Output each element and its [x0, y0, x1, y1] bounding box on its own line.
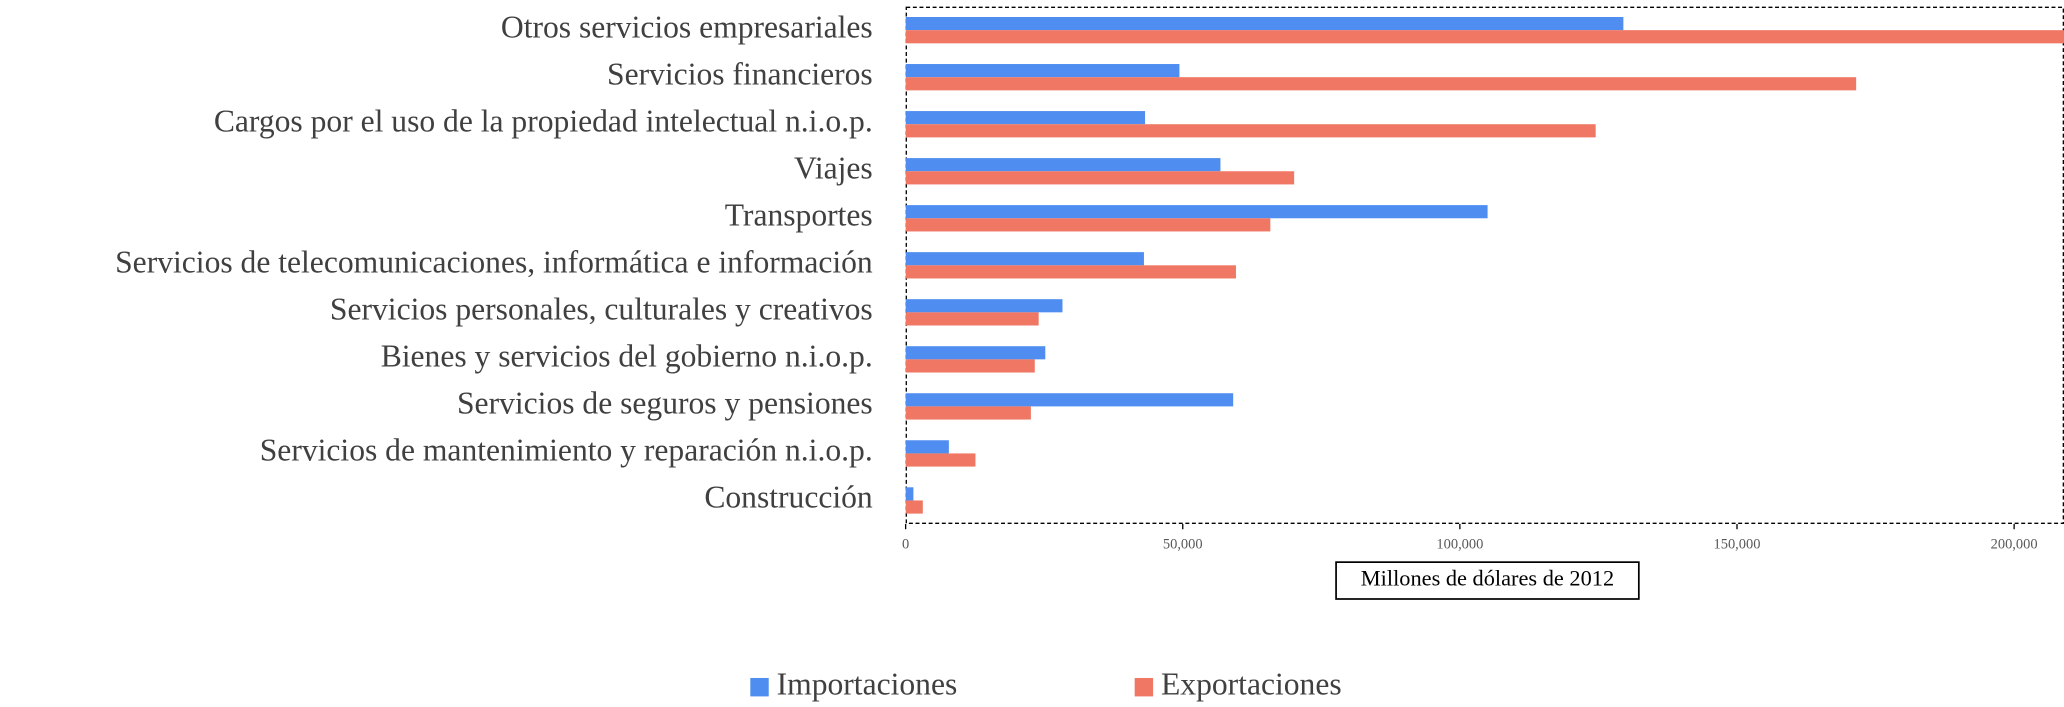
bar [905, 487, 914, 501]
bar [905, 124, 1596, 138]
bar [905, 406, 1031, 420]
bar [905, 265, 1236, 279]
y-tick-label: Otros servicios empresariales [501, 9, 873, 44]
x-axis-title: Millones de dólares de 2012 [1361, 566, 1614, 591]
y-tick-label: Servicios personales, culturales y creat… [330, 292, 873, 327]
y-tick-label: Cargos por el uso de la propiedad intele… [214, 103, 873, 138]
bar [905, 359, 1035, 373]
y-tick-label: Servicios financieros [607, 56, 873, 91]
bar [905, 205, 1488, 219]
legend-swatch [1134, 677, 1154, 697]
bar [905, 77, 1857, 91]
bar [905, 16, 1624, 31]
bar [905, 252, 1144, 266]
bar [905, 312, 1039, 326]
y-tick-label: Bienes y servicios del gobierno n.i.o.p. [381, 339, 873, 374]
bar [905, 440, 949, 454]
bar [905, 346, 1046, 360]
bar [905, 299, 1063, 313]
bar [905, 158, 1221, 172]
y-tick-label: Servicios de seguros y pensiones [457, 386, 873, 421]
legend-swatch [750, 677, 769, 697]
y-tick-label: Servicios de telecomunicaciones, informá… [115, 245, 873, 280]
bar [905, 453, 976, 467]
legend-label: Importaciones [777, 666, 958, 701]
bar [905, 30, 2064, 44]
x-tick-label: 200,000 [1991, 536, 2038, 552]
y-tick-label: Viajes [794, 150, 873, 185]
bar [905, 500, 923, 514]
bar [905, 111, 1146, 125]
x-tick-label: 0 [902, 536, 909, 552]
y-tick-label: Transportes [725, 198, 873, 233]
legend-label: Exportaciones [1161, 666, 1342, 701]
x-tick-label: 50,000 [1163, 536, 1203, 552]
bar [905, 64, 1180, 78]
y-tick-label: Construcción [704, 480, 873, 515]
bar [905, 171, 1295, 185]
x-axis-title-box [1335, 561, 1640, 600]
x-tick-label: 150,000 [1713, 536, 1760, 552]
x-tick-label: 100,000 [1436, 536, 1483, 552]
bar [905, 218, 1271, 232]
y-tick-label: Servicios de mantenimiento y reparación … [260, 433, 873, 468]
bar [905, 393, 1234, 407]
